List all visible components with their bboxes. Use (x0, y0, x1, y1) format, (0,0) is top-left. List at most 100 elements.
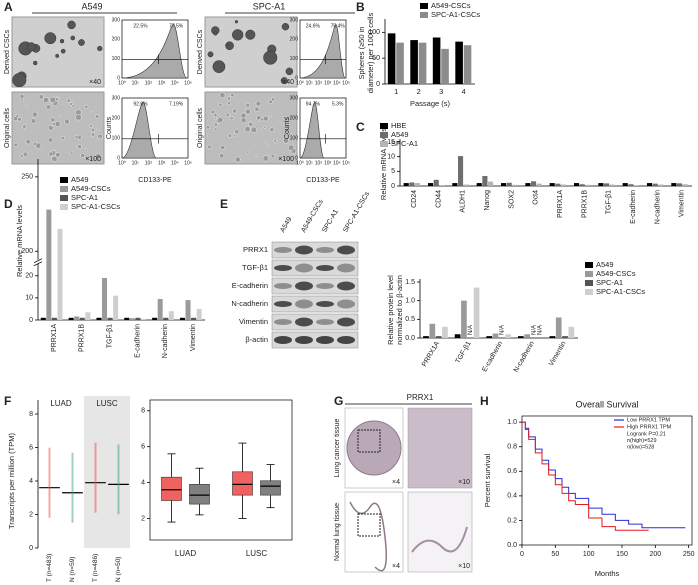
cell-shape (225, 43, 229, 47)
survival-curve (522, 421, 649, 531)
bar (452, 183, 458, 186)
cell-shape (263, 125, 267, 129)
bar (598, 183, 604, 186)
y-axis-label: Relative mRNA levels (379, 128, 388, 200)
legend-swatch (380, 132, 388, 138)
x-axis-label: Months (595, 569, 620, 578)
cell-shape (91, 132, 96, 137)
y-tick-label: 1.0 (507, 419, 517, 426)
blot-band (316, 283, 334, 289)
x-tick-label: 1 (394, 87, 398, 96)
cell-shape (17, 117, 22, 122)
flow-percentage: 77.5% (169, 23, 184, 29)
flow-x-tick: 10³ (324, 160, 332, 166)
flow-y-tick: 0 (295, 75, 298, 81)
plot-frame (149, 399, 293, 541)
magnification: ×100 (278, 156, 294, 163)
blot-band (316, 301, 334, 307)
cell-shape (207, 51, 214, 58)
x-tick-label: ALDH1 (460, 190, 467, 213)
cell-shape (22, 151, 28, 157)
legend-swatch (60, 195, 68, 201)
cell-shape (98, 136, 102, 141)
blot-strip (271, 331, 359, 349)
y-tick-label: 0.6 (507, 468, 517, 475)
bar (505, 334, 512, 338)
bar (79, 317, 85, 320)
bar (457, 156, 464, 186)
bar (455, 41, 463, 84)
cell-shape (281, 23, 290, 31)
cell-shape (254, 106, 260, 112)
bar (403, 183, 409, 186)
y-tick-label: 0.8 (507, 444, 517, 451)
plot-frame (521, 415, 693, 546)
bar (512, 184, 518, 186)
flow-x-tick: 10⁰ (296, 80, 304, 86)
y-tick-label: 0.5 (405, 316, 415, 323)
bar (628, 184, 634, 186)
magnification: ×40 (282, 79, 294, 86)
cell-shape (219, 92, 226, 99)
box (189, 484, 210, 505)
tissue-zoom-detail (411, 526, 468, 553)
bar (482, 176, 488, 186)
cell-shape (22, 124, 27, 129)
panel-label: A (4, 0, 13, 14)
legend-swatch (60, 177, 68, 183)
cell-shape (59, 38, 65, 44)
flow-percentage: 5.3% (332, 101, 344, 107)
cell-shape (66, 98, 71, 103)
blot-strip (271, 241, 359, 259)
bar (435, 336, 442, 338)
cell-shape (259, 129, 263, 133)
bar (396, 42, 404, 84)
flow-x-tick: 10¹ (132, 160, 140, 166)
tissue-zoom (407, 407, 473, 489)
cell-shape (240, 112, 247, 119)
blot-row: PRRX1 (243, 245, 268, 254)
bar (442, 326, 448, 338)
x-tick-label: LUAD (175, 549, 197, 558)
cell-shape (38, 94, 44, 100)
blot-row: Vimentin (239, 317, 268, 326)
cell-shape (45, 104, 52, 110)
cell-shape (227, 101, 232, 105)
bar (423, 336, 429, 338)
legend-label: A549 (596, 260, 614, 269)
blot-band (274, 247, 292, 253)
group-label: LUSC (96, 399, 118, 408)
flow-y-tick: 100 (290, 135, 299, 141)
x-tick-label: 150 (616, 551, 628, 558)
x-tick-label: TGF-β1 (455, 340, 473, 365)
flow-x-tick: 10⁴ (333, 80, 341, 86)
cell-shape (245, 103, 251, 108)
blot-row: β-actin (245, 335, 268, 344)
bar (530, 181, 537, 186)
bar (652, 183, 658, 186)
cell-shape (245, 29, 256, 40)
panel-label: B (356, 0, 365, 14)
x-tick-label: PRRX1B (581, 190, 588, 218)
y-axis-label: Percent survival (483, 453, 492, 507)
cell-shape (20, 97, 24, 102)
box (232, 471, 253, 496)
flow-x-tick: 10² (145, 160, 153, 166)
flow-x-tick: 10⁴ (171, 160, 179, 166)
x-tick-label: TGF-β1 (106, 324, 113, 348)
cell-line: A549 (81, 1, 102, 11)
flow-x-label: CD133-PE (138, 177, 172, 184)
bar (517, 336, 524, 338)
flow-x-tick: 10⁵ (184, 160, 192, 166)
flow-x-tick: 10¹ (306, 80, 314, 86)
cell-shape (12, 73, 27, 88)
bar (671, 183, 677, 186)
cell-shape (64, 118, 70, 125)
value-label: N/A (500, 325, 506, 335)
y-tick-label: 8 (141, 408, 145, 415)
bar (427, 183, 434, 186)
cell-shape (256, 115, 262, 121)
tissue-frame (344, 491, 404, 573)
flow-y-tick: 100 (290, 56, 299, 62)
